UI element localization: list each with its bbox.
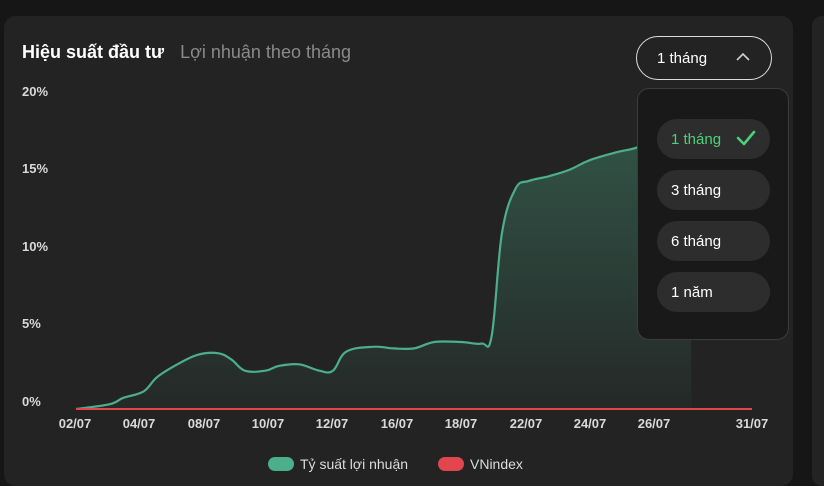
x-tick-label: 22/07 xyxy=(510,416,543,431)
y-tick-label: 5% xyxy=(22,316,41,331)
legend-label: Tỷ suất lợi nhuận xyxy=(300,456,408,472)
y-tick-label: 10% xyxy=(22,239,48,254)
x-tick-label: 18/07 xyxy=(445,416,478,431)
period-dropdown-menu: 1 tháng 3 tháng 6 tháng 1 năm xyxy=(637,88,789,340)
x-tick-label: 26/07 xyxy=(638,416,671,431)
x-tick-label: 31/07 xyxy=(736,416,769,431)
series-line-portfolio xyxy=(75,129,692,411)
tab-investment-performance[interactable]: Hiệu suất đầu tư xyxy=(22,42,165,62)
x-tick-label: 04/07 xyxy=(123,416,156,431)
legend-swatch xyxy=(438,457,464,471)
x-tick-label: 12/07 xyxy=(316,416,349,431)
period-option-label: 1 tháng xyxy=(671,130,722,148)
check-icon xyxy=(736,130,756,146)
period-option-label: 3 tháng xyxy=(671,181,722,199)
legend-swatch xyxy=(268,457,294,471)
x-tick-label: 02/07 xyxy=(59,416,92,431)
y-tick-label: 15% xyxy=(22,161,48,176)
period-option-1-month[interactable]: 1 tháng xyxy=(657,119,770,159)
chevron-up-icon xyxy=(736,52,750,61)
x-tick-label: 24/07 xyxy=(574,416,607,431)
period-option-label: 6 tháng xyxy=(671,232,722,250)
y-tick-label: 20% xyxy=(22,84,48,99)
adjacent-card-edge xyxy=(812,16,824,486)
period-select-button[interactable]: 1 tháng xyxy=(636,36,772,80)
tab-monthly-profit[interactable]: Lợi nhuận theo tháng xyxy=(180,42,352,62)
period-option-label: 1 năm xyxy=(671,283,713,301)
legend-label: VNindex xyxy=(470,456,523,472)
x-tick-label: 16/07 xyxy=(381,416,414,431)
period-option-3-months[interactable]: 3 tháng xyxy=(657,170,770,210)
y-tick-label: 0% xyxy=(22,394,41,409)
x-tick-label: 08/07 xyxy=(188,416,221,431)
series-area-portfolio xyxy=(76,130,692,409)
header-tabs: Hiệu suất đầu tư Lợi nhuận theo tháng xyxy=(22,42,351,63)
x-tick-label: 10/07 xyxy=(252,416,285,431)
period-option-1-year[interactable]: 1 năm xyxy=(657,272,770,312)
period-option-6-months[interactable]: 6 tháng xyxy=(657,221,770,261)
period-select-value: 1 tháng xyxy=(657,49,708,67)
